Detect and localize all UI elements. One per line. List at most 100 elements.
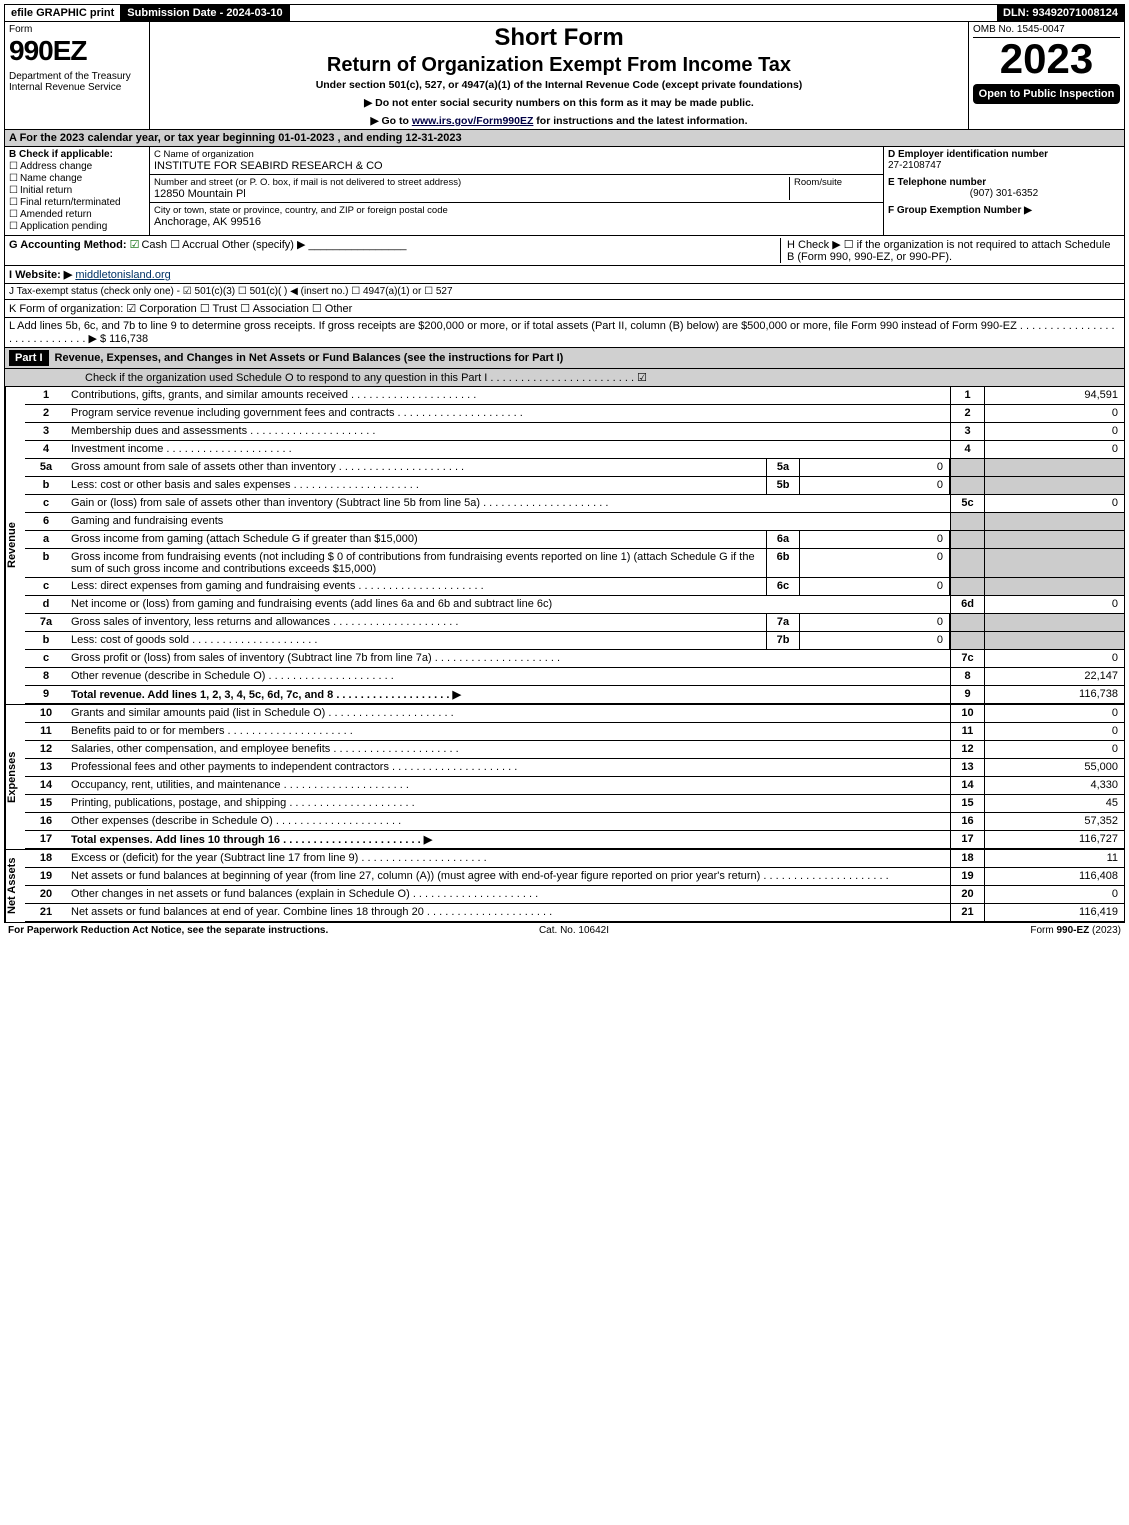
part-i-label: Part I [9, 350, 49, 366]
line-1-desc: Contributions, gifts, grants, and simila… [67, 387, 950, 404]
chk-cash[interactable]: Cash [130, 239, 168, 251]
phone-value: (907) 301-6352 [888, 188, 1120, 199]
line-6c-desc: Less: direct expenses from gaming and fu… [67, 578, 766, 595]
chk-address-change[interactable]: Address change [9, 161, 145, 172]
tax-year: 2023 [973, 38, 1120, 80]
line-5c-desc: Gain or (loss) from sale of assets other… [67, 495, 950, 512]
line-4-desc: Investment income [67, 441, 950, 458]
line-8-desc: Other revenue (describe in Schedule O) [67, 668, 950, 685]
line-15-desc: Printing, publications, postage, and shi… [67, 795, 950, 812]
part-i-check: Check if the organization used Schedule … [4, 369, 1125, 387]
line-h: H Check ▶ ☐ if the organization is not r… [780, 238, 1120, 263]
line-6d-val: 0 [984, 596, 1124, 613]
form-number: 990EZ [9, 35, 145, 67]
line-11-val: 0 [984, 723, 1124, 740]
line-k-org-form: K Form of organization: ☑ Corporation ☐ … [4, 300, 1125, 318]
line-17-desc: Total expenses. Add lines 10 through 16 … [67, 831, 950, 848]
line-20-val: 0 [984, 886, 1124, 903]
section-d-e-f: D Employer identification number 27-2108… [884, 147, 1124, 235]
department: Department of the Treasury Internal Reve… [9, 71, 145, 93]
line-6b-val: 0 [800, 549, 950, 577]
form-header: Form 990EZ Department of the Treasury In… [4, 22, 1125, 130]
open-to-public: Open to Public Inspection [973, 84, 1120, 104]
line-5c-val: 0 [984, 495, 1124, 512]
line-9-desc: Total revenue. Add lines 1, 2, 3, 4, 5c,… [67, 686, 950, 703]
line-10-desc: Grants and similar amounts paid (list in… [67, 705, 950, 722]
line-12-desc: Salaries, other compensation, and employ… [67, 741, 950, 758]
line-a-tax-year: A For the 2023 calendar year, or tax yea… [4, 130, 1125, 147]
part-i-header: Part I Revenue, Expenses, and Changes in… [4, 348, 1125, 369]
section-c-org: C Name of organization INSTITUTE FOR SEA… [150, 147, 884, 235]
org-info-grid: B Check if applicable: Address change Na… [4, 147, 1125, 236]
line-16-val: 57,352 [984, 813, 1124, 830]
subtitle: Under section 501(c), 527, or 4947(a)(1)… [154, 79, 964, 91]
revenue-vlabel: Revenue [5, 387, 25, 704]
line-14-val: 4,330 [984, 777, 1124, 794]
org-name: INSTITUTE FOR SEABIRD RESEARCH & CO [154, 160, 879, 172]
chk-name-change[interactable]: Name change [9, 173, 145, 184]
line-2-desc: Program service revenue including govern… [67, 405, 950, 422]
website-link[interactable]: middletonisland.org [75, 269, 170, 281]
d-ein-label: D Employer identification number [888, 149, 1048, 160]
efile-print-button[interactable]: efile GRAPHIC print [5, 5, 121, 21]
line-1-val: 94,591 [984, 387, 1124, 404]
line-7b-desc: Less: cost of goods sold [67, 632, 766, 649]
g-other: Other (specify) ▶ [222, 239, 306, 251]
line-18-desc: Excess or (deficit) for the year (Subtra… [67, 850, 950, 867]
line-3-val: 0 [984, 423, 1124, 440]
c-city-label: City or town, state or province, country… [154, 205, 879, 216]
section-b-checkboxes: B Check if applicable: Address change Na… [5, 147, 150, 235]
line-13-val: 55,000 [984, 759, 1124, 776]
chk-application-pending[interactable]: Application pending [9, 221, 145, 232]
line-16-desc: Other expenses (describe in Schedule O) [67, 813, 950, 830]
net-assets-section: Net Assets 18Excess or (deficit) for the… [4, 850, 1125, 923]
chk-amended-return[interactable]: Amended return [9, 209, 145, 220]
title-short-form: Short Form [154, 24, 964, 52]
line-13-desc: Professional fees and other payments to … [67, 759, 950, 776]
line-6d-desc: Net income or (loss) from gaming and fun… [67, 596, 950, 613]
footer-catno: Cat. No. 10642I [539, 925, 609, 936]
line-2-val: 0 [984, 405, 1124, 422]
line-12-val: 0 [984, 741, 1124, 758]
line-l-gross-receipts: L Add lines 5b, 6c, and 7b to line 9 to … [4, 318, 1125, 348]
line-18-val: 11 [984, 850, 1124, 867]
header-right: OMB No. 1545-0047 2023 Open to Public In… [969, 22, 1124, 129]
chk-final-return[interactable]: Final return/terminated [9, 197, 145, 208]
submission-date: Submission Date - 2024-03-10 [121, 5, 289, 21]
form-word: Form [9, 24, 145, 35]
header-left: Form 990EZ Department of the Treasury In… [5, 22, 150, 129]
org-city: Anchorage, AK 99516 [154, 216, 879, 228]
line-14-desc: Occupancy, rent, utilities, and maintena… [67, 777, 950, 794]
line-7c-val: 0 [984, 650, 1124, 667]
line-10-val: 0 [984, 705, 1124, 722]
line-20-desc: Other changes in net assets or fund bala… [67, 886, 950, 903]
line-21-desc: Net assets or fund balances at end of ye… [67, 904, 950, 921]
footer-right: Form 990-EZ (2023) [1030, 925, 1121, 936]
org-street: 12850 Mountain Pl [154, 188, 789, 200]
chk-initial-return[interactable]: Initial return [9, 185, 145, 196]
line-g-h: G Accounting Method: Cash Accrual Other … [4, 236, 1125, 266]
line-19-desc: Net assets or fund balances at beginning… [67, 868, 950, 885]
line-6a-val: 0 [800, 531, 950, 548]
dln: DLN: 93492071008124 [997, 5, 1124, 21]
line-6a-desc: Gross income from gaming (attach Schedul… [67, 531, 766, 548]
line-5a-val: 0 [800, 459, 950, 476]
gross-receipts-value: 116,738 [109, 333, 148, 345]
chk-accrual[interactable]: Accrual [170, 239, 219, 251]
e-phone-label: E Telephone number [888, 177, 986, 188]
f-group-label: F Group Exemption Number ▶ [888, 205, 1032, 216]
line-11-desc: Benefits paid to or for members [67, 723, 950, 740]
line-5b-val: 0 [800, 477, 950, 494]
line-21-val: 116,419 [984, 904, 1124, 921]
irs-link[interactable]: www.irs.gov/Form990EZ [412, 115, 534, 127]
line-i-website: I Website: ▶ middletonisland.org [4, 266, 1125, 284]
c-room-label: Room/suite [794, 177, 879, 188]
g-label: G Accounting Method: [9, 239, 127, 251]
net-assets-vlabel: Net Assets [5, 850, 25, 922]
footer-left: For Paperwork Reduction Act Notice, see … [8, 925, 328, 936]
line-3-desc: Membership dues and assessments [67, 423, 950, 440]
line-15-val: 45 [984, 795, 1124, 812]
line-7a-desc: Gross sales of inventory, less returns a… [67, 614, 766, 631]
line-17-val: 116,727 [984, 831, 1124, 848]
line-j-tax-status: J Tax-exempt status (check only one) - ☑… [4, 284, 1125, 300]
